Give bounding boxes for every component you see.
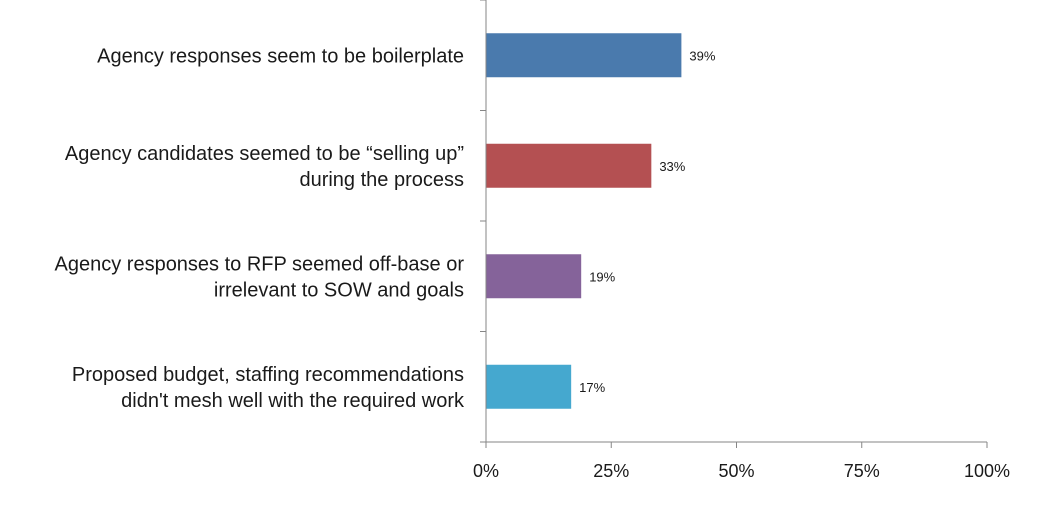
category-labels: Agency responses seem to be boilerplate A… bbox=[55, 45, 465, 412]
data-label: 39% bbox=[689, 48, 715, 63]
bar bbox=[486, 364, 572, 409]
data-labels: 39% 33% 19% 17% bbox=[579, 48, 716, 395]
x-tick-label: 100% bbox=[964, 461, 1010, 481]
bars bbox=[486, 33, 682, 409]
x-tick-label: 75% bbox=[844, 461, 880, 481]
x-tick-label: 0% bbox=[473, 461, 499, 481]
category-label: Proposed budget, staffing recommendation… bbox=[72, 364, 464, 386]
category-label: during the process bbox=[299, 169, 464, 191]
category-label: Agency candidates seemed to be “selling … bbox=[65, 143, 464, 165]
data-label: 19% bbox=[589, 269, 615, 284]
data-label: 33% bbox=[659, 159, 685, 174]
x-axis-ticks: 0% 25% 50% 75% 100% bbox=[473, 0, 1010, 481]
category-label: didn't mesh well with the required work bbox=[121, 390, 465, 412]
category-label: Agency responses to RFP seemed off-base … bbox=[55, 253, 465, 275]
category-label: irrelevant to SOW and goals bbox=[214, 279, 464, 301]
data-label: 17% bbox=[579, 380, 605, 395]
bar bbox=[486, 254, 582, 299]
x-tick-label: 25% bbox=[593, 461, 629, 481]
category-label: Agency responses seem to be boilerplate bbox=[97, 45, 464, 67]
bar bbox=[486, 33, 682, 78]
x-tick-label: 50% bbox=[718, 461, 754, 481]
bar bbox=[486, 143, 652, 188]
